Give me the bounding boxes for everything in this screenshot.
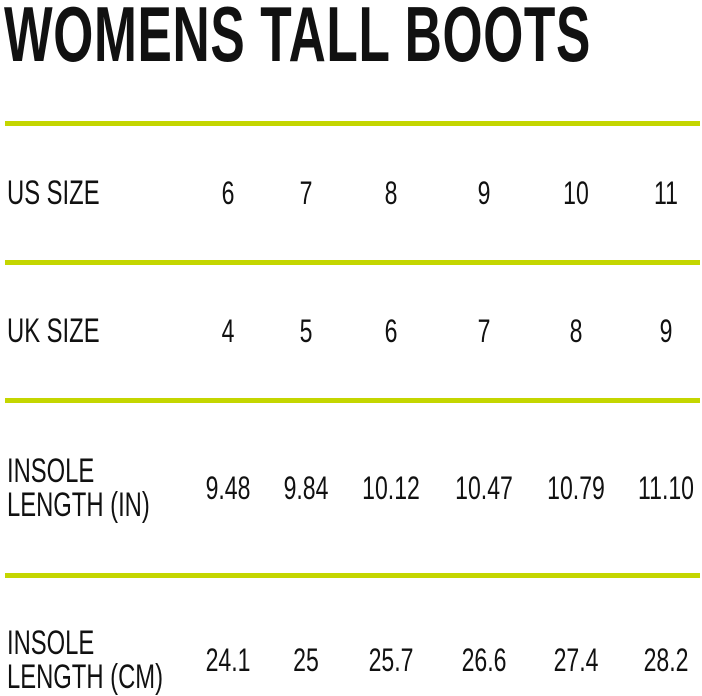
table-cell: 9.48 bbox=[205, 470, 251, 506]
row-label: INSOLE bbox=[7, 624, 95, 662]
table-cell: 4 bbox=[221, 313, 235, 349]
table-cell: 11.10 bbox=[638, 470, 694, 506]
table-cell: 6 bbox=[384, 313, 398, 349]
row-label: UK SIZE bbox=[7, 312, 100, 350]
table-cell: 10.79 bbox=[547, 470, 605, 506]
table-cell: 27.4 bbox=[553, 642, 599, 678]
table-cell: 11 bbox=[654, 175, 678, 211]
table-cell: 9.84 bbox=[283, 470, 329, 506]
table-cell: 26.6 bbox=[461, 642, 507, 678]
table-cell: 7 bbox=[477, 313, 491, 349]
table-cell: 5 bbox=[299, 313, 313, 349]
row-label: LENGTH (CM) bbox=[7, 658, 164, 696]
row-label: INSOLE bbox=[7, 452, 95, 490]
table-cell: 6 bbox=[221, 175, 235, 211]
table-cell: 7 bbox=[299, 175, 313, 211]
table-cell: 28.2 bbox=[643, 642, 689, 678]
table-cell: 24.1 bbox=[205, 642, 251, 678]
table-cell: 25 bbox=[293, 642, 319, 678]
table-cell: 10.12 bbox=[362, 470, 420, 506]
divider bbox=[5, 121, 700, 126]
divider bbox=[5, 573, 700, 578]
table-cell: 8 bbox=[384, 175, 398, 211]
table-cell: 25.7 bbox=[368, 642, 414, 678]
table-cell: 9 bbox=[477, 175, 491, 211]
table-cell: 8 bbox=[569, 313, 583, 349]
divider bbox=[5, 398, 700, 403]
page-title: WOMENS TALL BOOTS bbox=[4, 0, 592, 78]
table-cell: 10.47 bbox=[455, 470, 513, 506]
table-cell: 9 bbox=[659, 313, 673, 349]
row-label: US SIZE bbox=[7, 174, 100, 212]
divider bbox=[5, 260, 700, 265]
table-cell: 10 bbox=[563, 175, 589, 211]
row-label: LENGTH (IN) bbox=[7, 486, 150, 524]
